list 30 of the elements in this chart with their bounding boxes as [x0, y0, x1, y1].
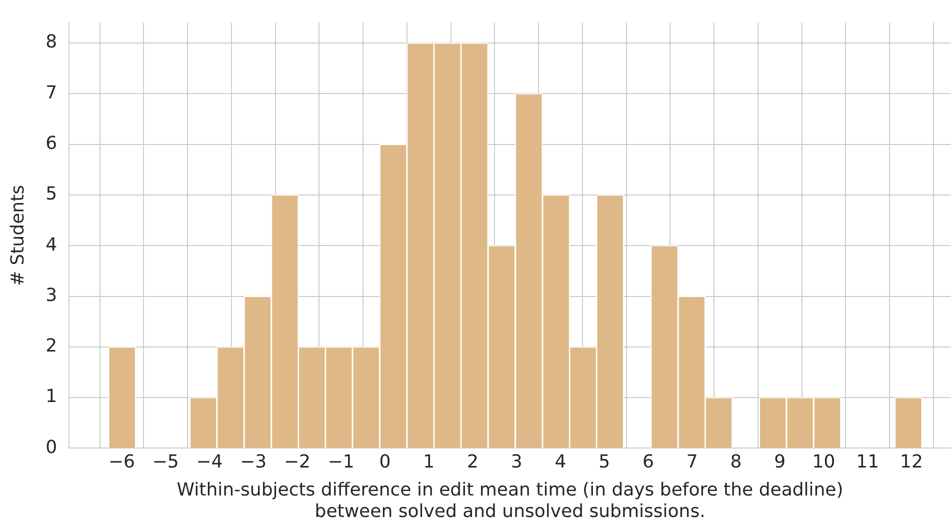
y-axis-title: # Students — [7, 184, 28, 286]
x-tick-label: 11 — [856, 452, 880, 473]
x-tick-label: 7 — [686, 452, 698, 473]
x-tick-label: 3 — [510, 452, 522, 473]
x-tick-label: 6 — [642, 452, 654, 473]
y-tick-label: 1 — [46, 386, 58, 408]
y-tick-label: 2 — [46, 336, 58, 357]
x-tick-label: −1 — [328, 452, 354, 473]
x-tick-label: 12 — [900, 452, 923, 473]
y-tick-label: 8 — [46, 32, 58, 53]
x-tick-label: −3 — [240, 452, 267, 473]
x-tick-label: 10 — [812, 452, 836, 473]
x-tick-label: 0 — [379, 452, 391, 473]
x-tick-label: −2 — [284, 452, 310, 473]
x-tick-label: 9 — [774, 452, 786, 473]
y-tick-label: 5 — [46, 184, 58, 205]
x-tick-label: −5 — [152, 452, 179, 473]
x-tick-label: 1 — [423, 452, 435, 473]
x-tick-label: −6 — [108, 452, 135, 473]
y-tick-label: 3 — [46, 284, 58, 306]
x-tick-label: −4 — [196, 452, 223, 473]
y-tick-label: 0 — [46, 436, 58, 458]
x-tick-label: 8 — [730, 452, 742, 473]
x-tick-label: 5 — [598, 452, 610, 473]
x-tick-label: 2 — [467, 452, 478, 473]
x-axis-title: Within-subjects difference in edit mean time (in days before the deadline) between solved and unsolved submissions. — [176, 479, 844, 522]
y-tick-label: 4 — [46, 234, 58, 256]
x-tick-label: 4 — [554, 452, 566, 473]
y-tick-label: 7 — [46, 82, 58, 104]
y-tick-label: 6 — [46, 133, 58, 154]
